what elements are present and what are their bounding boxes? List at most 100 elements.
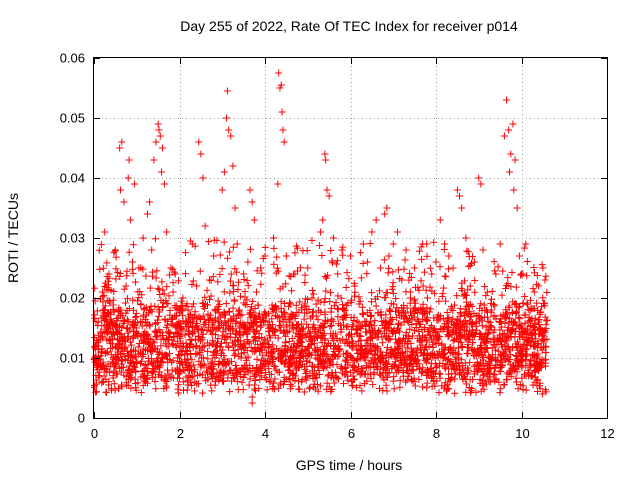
- data-point-bulk: [484, 313, 492, 321]
- data-point-bulk: [103, 368, 111, 376]
- data-point-bulk: [231, 265, 239, 273]
- data-point-bulk: [220, 288, 228, 296]
- data-point-bulk: [438, 340, 446, 348]
- data-point-bulk: [209, 337, 217, 345]
- data-point-bulk: [199, 330, 207, 338]
- data-point-bulk: [494, 338, 502, 346]
- data-point-bulk: [270, 362, 278, 370]
- data-point-bulk: [388, 285, 396, 293]
- data-point-bulk: [475, 312, 483, 320]
- data-point-bulk: [242, 325, 250, 333]
- data-point-bulk: [285, 337, 293, 345]
- data-point: [126, 216, 134, 224]
- data-point-bulk: [158, 349, 166, 357]
- data-point-bulk: [269, 305, 277, 313]
- data-point: [458, 204, 466, 212]
- data-point-bulk: [350, 279, 358, 287]
- data-point-bulk: [314, 316, 322, 324]
- data-point-bulk: [468, 253, 476, 261]
- data-point-bulk: [182, 302, 190, 310]
- data-point-bulk: [524, 301, 532, 309]
- data-point-bulk: [478, 322, 486, 330]
- data-point-bulk: [301, 279, 309, 287]
- data-point: [248, 393, 256, 401]
- data-point-bulk: [390, 373, 398, 381]
- data-point-bulk: [165, 370, 173, 378]
- data-point-bulk: [466, 261, 474, 269]
- data-point: [240, 270, 248, 278]
- data-point-bulk: [494, 263, 502, 271]
- data-point-bulk: [209, 273, 217, 281]
- data-point-bulk: [111, 247, 119, 255]
- data-point-bulk: [204, 355, 212, 363]
- data-point-bulk: [461, 372, 469, 380]
- data-point-bulk: [275, 314, 283, 322]
- data-point-bulk: [543, 288, 551, 296]
- data-point-bulk: [291, 312, 299, 320]
- data-point-bulk: [418, 383, 426, 391]
- data-point-bulk: [316, 345, 324, 353]
- data-point-bulk: [363, 318, 371, 326]
- data-point-bulk: [367, 312, 375, 320]
- data-point-bulk: [310, 290, 318, 298]
- data-point-bulk: [112, 253, 120, 261]
- data-point-bulk: [308, 286, 316, 294]
- data-point: [146, 198, 154, 206]
- data-point-bulk: [166, 330, 174, 338]
- data-point-bulk: [129, 296, 137, 304]
- data-point-bulk: [363, 270, 371, 278]
- data-point-bulk: [389, 348, 397, 356]
- data-point: [171, 270, 179, 278]
- data-point-bulk: [255, 335, 263, 343]
- data-point-bulk: [294, 385, 302, 393]
- data-point-bulk: [445, 331, 453, 339]
- data-point-bulk: [320, 364, 328, 372]
- data-point-bulk: [155, 312, 163, 320]
- data-point-bulk: [430, 238, 438, 246]
- data-point-bulk: [457, 356, 465, 364]
- data-point-bulk: [225, 307, 233, 315]
- data-point-bulk: [357, 274, 365, 282]
- data-point-bulk: [541, 355, 549, 363]
- data-point-bulk: [422, 286, 430, 294]
- data-point-bulk: [277, 298, 285, 306]
- data-point-bulk: [316, 382, 324, 390]
- data-point-bulk: [356, 297, 364, 305]
- data-point-bulk: [530, 263, 538, 271]
- data-point-bulk: [152, 356, 160, 364]
- data-point-bulk: [394, 366, 402, 374]
- data-point-bulk: [271, 332, 279, 340]
- data-point: [492, 270, 500, 278]
- data-point-bulk: [250, 318, 258, 326]
- data-point-bulk: [182, 270, 190, 278]
- data-point-bulk: [189, 277, 197, 285]
- data-point-bulk: [312, 385, 320, 393]
- data-point-bulk: [205, 296, 213, 304]
- data-point-bulk: [329, 361, 337, 369]
- data-point-bulk: [139, 265, 147, 273]
- data-point-bulk: [514, 338, 522, 346]
- data-point-bulk: [262, 369, 270, 377]
- data-point-bulk: [463, 247, 471, 255]
- data-point-bulk: [524, 366, 532, 374]
- data-point-bulk: [471, 277, 479, 285]
- data-point: [220, 168, 228, 176]
- data-point-bulk: [411, 304, 419, 312]
- data-point-bulk: [450, 350, 458, 358]
- data-point-bulk: [129, 241, 137, 249]
- data-point: [347, 252, 354, 260]
- y-tick-label: 0.03: [60, 231, 85, 246]
- data-point-bulk: [163, 366, 171, 374]
- data-point-bulk: [426, 308, 434, 316]
- data-point-bulk: [340, 380, 348, 388]
- data-point-bulk: [430, 289, 438, 297]
- x-tick-label: 12: [600, 426, 614, 441]
- data-point-bulk: [533, 271, 541, 279]
- data-point: [322, 156, 330, 164]
- data-point-bulk: [391, 358, 399, 366]
- data-point-bulk: [453, 292, 461, 300]
- data-point: [466, 282, 474, 290]
- data-point-bulk: [382, 318, 390, 326]
- data-point-bulk: [229, 282, 237, 290]
